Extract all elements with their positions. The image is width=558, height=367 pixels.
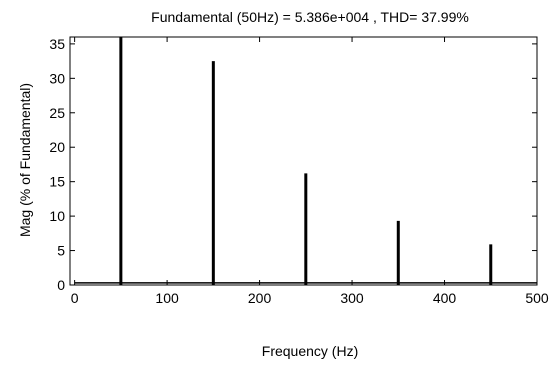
x-tick-label-200: 200 xyxy=(248,290,272,306)
x-axis-label: Frequency (Hz) xyxy=(262,343,358,359)
x-tick-label-400: 400 xyxy=(433,290,457,306)
y-axis-label: Mag (% of Fundamental) xyxy=(17,83,33,237)
spectrum-marks xyxy=(74,37,537,285)
y-tick-label-10: 10 xyxy=(49,208,65,224)
y-tick-label-25: 25 xyxy=(49,105,65,121)
y-tick-label-0: 0 xyxy=(57,277,65,293)
y-tick-label-15: 15 xyxy=(49,174,65,190)
x-tick-label-0: 0 xyxy=(71,290,79,306)
x-tick-label-100: 100 xyxy=(155,290,179,306)
y-tick-label-5: 5 xyxy=(57,243,65,259)
y-tick-label-30: 30 xyxy=(49,70,65,86)
axes: 0 100 200 300 400 500 0 5 10 15 20 25 30 35 xyxy=(49,36,548,306)
y-tick-label-35: 35 xyxy=(49,36,65,52)
x-tick-label-300: 300 xyxy=(340,290,364,306)
chart-title: Fundamental (50Hz) = 5.386e+004 , THD= 3… xyxy=(151,9,469,25)
plot-frame xyxy=(69,36,538,286)
y-tick-label-20: 20 xyxy=(49,139,65,155)
x-tick-label-500: 500 xyxy=(525,290,549,306)
